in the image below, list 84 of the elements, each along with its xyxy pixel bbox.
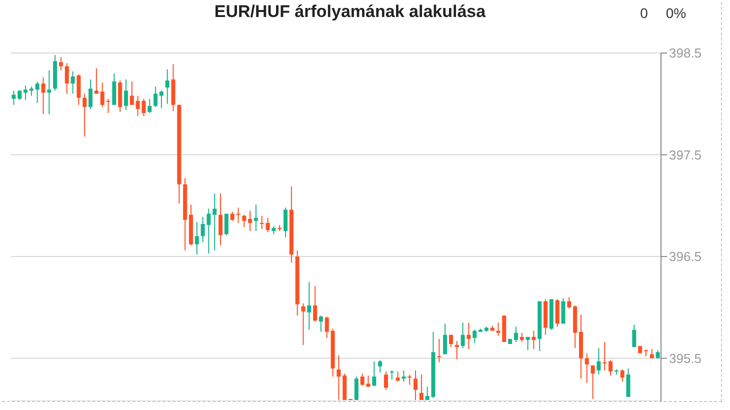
candlestick [632, 324, 636, 348]
candlestick [454, 340, 459, 360]
candlestick [514, 326, 518, 342]
candlestick [602, 341, 607, 371]
candlestick [526, 336, 530, 351]
candlestick [124, 78, 128, 110]
text: 0% [664, 5, 688, 21]
candlestick [224, 213, 228, 236]
candlestick [29, 86, 34, 96]
candlestick [532, 330, 536, 350]
candlestick [41, 76, 46, 115]
candlestick [608, 360, 613, 376]
candlestick [47, 70, 52, 115]
candlestick [24, 85, 28, 100]
candlestick [584, 352, 589, 384]
candlestick [425, 386, 430, 400]
candlestick [561, 298, 566, 324]
y-tick-label: 397.5 [669, 147, 702, 162]
candlestick [596, 348, 601, 376]
candlestick [414, 370, 418, 400]
candlestick [260, 215, 264, 230]
candlestick [313, 286, 318, 322]
y-tick-label: 396.5 [669, 249, 702, 264]
candlestick [419, 374, 424, 400]
candlestick [567, 296, 572, 309]
candlestick [378, 360, 382, 374]
candlestick [236, 207, 240, 224]
candlestick [35, 80, 40, 104]
candlestick [254, 204, 258, 232]
candlestick [372, 360, 376, 386]
candlestick [555, 298, 560, 328]
candlestick [460, 322, 465, 349]
candlestick [318, 315, 323, 332]
candlestick [218, 192, 223, 246]
candlestick [58, 56, 63, 71]
candlestick [408, 374, 412, 386]
text: 0 [639, 5, 649, 21]
candlestick [194, 221, 199, 255]
candlestick [650, 348, 654, 359]
candlestick [384, 370, 388, 390]
chart-title: EUR/HUF árfolyamának alakulása [214, 2, 486, 21]
candlestick [402, 370, 406, 382]
candlestick [106, 98, 110, 114]
candlestick [212, 192, 217, 251]
candlestick [266, 217, 270, 233]
candlestick [366, 375, 370, 388]
candlestick [94, 68, 98, 94]
candlestick [242, 214, 246, 228]
candlestick [82, 93, 87, 137]
candlestick [248, 210, 252, 232]
candlestick [18, 90, 22, 100]
candlestick [112, 72, 116, 106]
candlestick [448, 334, 453, 348]
candlestick [307, 281, 312, 330]
candlestick [88, 78, 93, 110]
candlestick [100, 82, 104, 108]
candlestick [437, 338, 442, 363]
candlestick [472, 329, 477, 344]
candlestick [12, 90, 16, 106]
candlestick [354, 376, 358, 400]
candlestick [154, 86, 158, 108]
candlestick [159, 90, 164, 108]
candlestick [590, 364, 595, 400]
candlestick [336, 354, 341, 400]
candlestick [230, 211, 234, 222]
candlestick [301, 302, 306, 346]
candlestick [520, 332, 524, 342]
candlestick [64, 62, 69, 94]
candlestick [148, 98, 152, 114]
candlestick [284, 207, 288, 238]
candlestick [130, 80, 134, 106]
candlestick [70, 70, 75, 94]
candlestick [620, 368, 624, 382]
candlestick [396, 370, 400, 382]
candlestick [324, 316, 329, 338]
candlestick [626, 368, 630, 398]
candlestick [360, 373, 364, 386]
candlestick [390, 370, 394, 380]
y-tick-label: 395.5 [669, 350, 702, 366]
y-tick-label: 398.5 [669, 46, 702, 61]
candlestick [165, 68, 170, 104]
candlestick [466, 322, 471, 350]
candlestick [76, 74, 81, 106]
candlestick [443, 323, 448, 355]
